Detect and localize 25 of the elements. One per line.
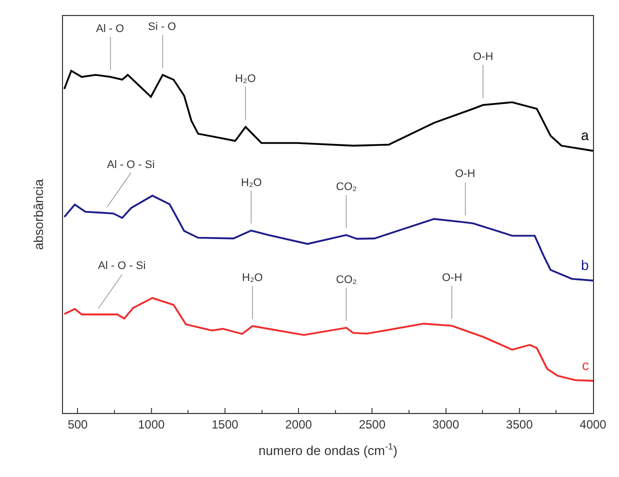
- annotation: CO₂: [336, 181, 357, 193]
- x-tick-label: 1000: [138, 417, 165, 432]
- x-tick-label: 2500: [358, 417, 386, 432]
- x-tick-label: 3000: [432, 417, 460, 432]
- y-axis-title: absorbância: [30, 178, 46, 250]
- annotation: H₂O: [235, 73, 256, 85]
- annotation: O-H: [442, 272, 462, 284]
- annotation: H₂O: [241, 177, 262, 189]
- x-tick-label: 1500: [212, 417, 239, 432]
- annotation: O-H: [473, 51, 494, 63]
- annotation: H₂O: [242, 272, 264, 284]
- x-tick-label: 3500: [506, 417, 534, 432]
- annotation: CO₂: [336, 274, 357, 286]
- x-tick-label: 4000: [580, 417, 607, 432]
- x-axis-title: numero de ondas (cm$^{-1}$): [258, 442, 398, 458]
- annotation: Al - O - Si: [107, 159, 155, 171]
- annotation: Si - O: [148, 21, 177, 33]
- x-tick-label: 2000: [285, 417, 312, 432]
- annotation: O-H: [455, 168, 476, 180]
- series-label: c: [582, 357, 589, 373]
- x-tick-label: 500: [68, 417, 88, 432]
- annotation: Al - O - Si: [98, 260, 146, 272]
- annotation: Al - O: [96, 23, 125, 35]
- series-label: b: [581, 257, 589, 273]
- series-label: a: [581, 127, 589, 143]
